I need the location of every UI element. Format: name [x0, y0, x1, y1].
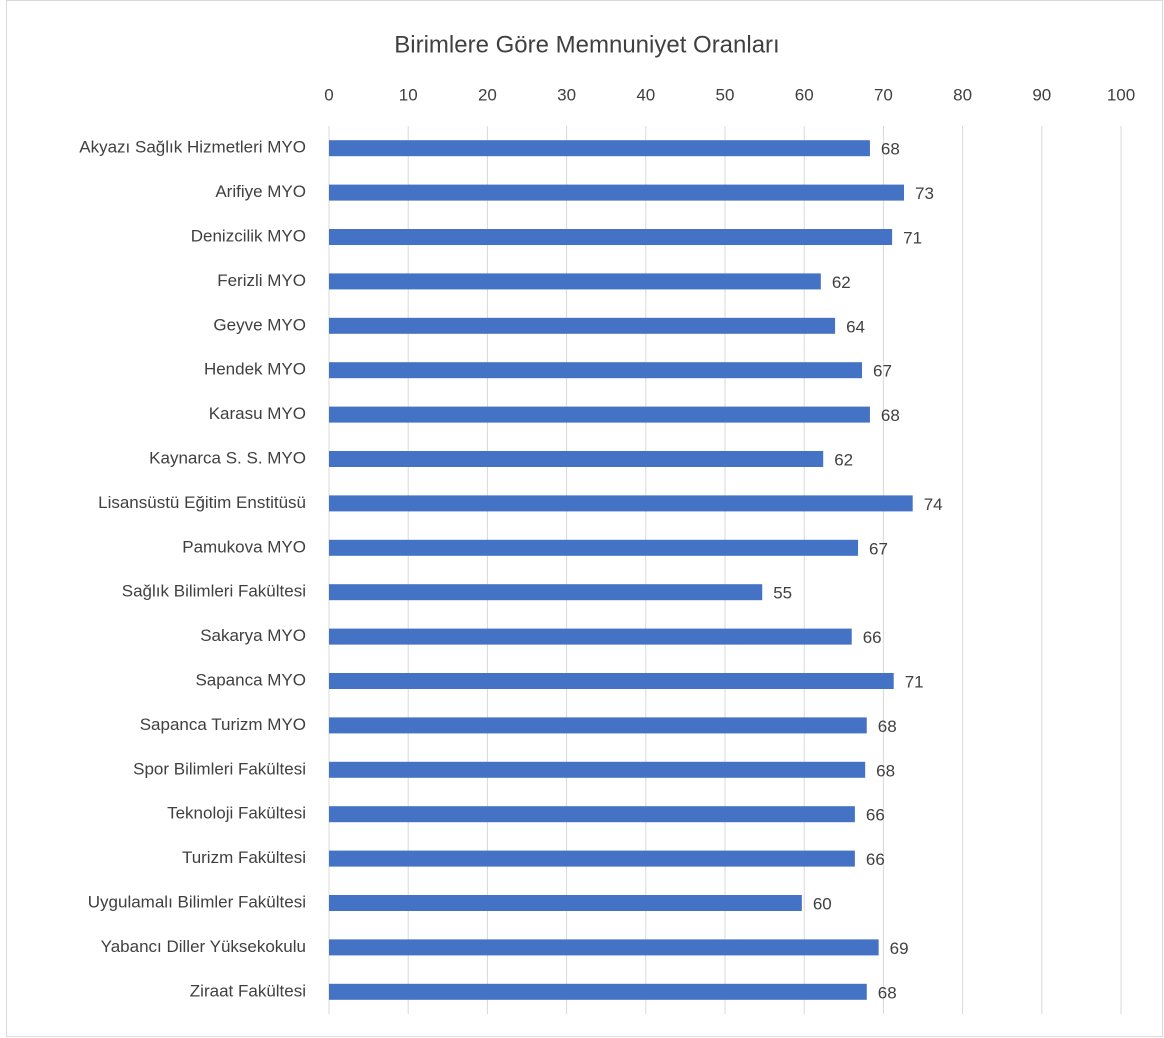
bar [329, 539, 859, 556]
y-tick-label: Karasu MYO [209, 404, 306, 423]
y-tick-label: Sakarya MYO [200, 626, 306, 645]
bar [329, 273, 821, 290]
y-tick-label: Turizm Fakültesi [182, 848, 306, 867]
y-tick-label: Ferizli MYO [217, 271, 306, 290]
y-tick-label: Denizcilik MYO [191, 226, 306, 245]
y-tick-label: Sapanca MYO [195, 670, 306, 689]
y-tick-label: Geyve MYO [213, 315, 306, 334]
y-tick-label: Kaynarca S. S. MYO [149, 448, 306, 467]
y-tick-label: Sağlık Bilimleri Fakültesi [122, 582, 306, 601]
bar [329, 584, 763, 601]
y-tick-label: Uygulamalı Bilimler Fakültesi [88, 892, 306, 911]
x-tick-label: 50 [716, 85, 735, 104]
bar [329, 983, 867, 1000]
x-tick-label: 20 [478, 85, 497, 104]
x-tick-label: 70 [874, 85, 893, 104]
y-tick-label: Arifiye MYO [215, 182, 306, 201]
data-label: 71 [905, 672, 924, 691]
y-tick-label: Lisansüstü Eğitim Enstitüsü [98, 493, 306, 512]
bar [329, 495, 913, 512]
bar [329, 317, 836, 334]
data-label: 71 [903, 228, 922, 247]
data-label: 68 [878, 983, 897, 1002]
data-label: 66 [866, 850, 885, 869]
bar [329, 806, 855, 823]
y-tick-label: Spor Bilimleri Fakültesi [133, 759, 306, 778]
chart-title: Birimlere Göre Memnuniyet Oranları [394, 31, 779, 58]
data-label: 73 [915, 184, 934, 203]
x-tick-label: 90 [1032, 85, 1051, 104]
bar [329, 850, 855, 867]
data-label: 69 [890, 939, 909, 958]
bar [329, 717, 867, 734]
data-label: 67 [869, 539, 888, 558]
data-label: 64 [846, 317, 865, 336]
data-label: 68 [881, 140, 900, 159]
x-tick-label: 0 [324, 85, 333, 104]
bar [329, 229, 893, 245]
x-tick-label: 80 [953, 85, 972, 104]
y-tick-label: Ziraat Fakültesi [190, 981, 306, 1000]
bar [329, 362, 863, 379]
bar [329, 140, 870, 157]
bar [329, 939, 879, 956]
data-label: 55 [773, 584, 792, 603]
bar [329, 895, 802, 911]
bar [329, 628, 852, 645]
x-tick-label: 60 [795, 85, 814, 104]
data-label: 74 [924, 495, 943, 514]
x-tick-label: 40 [636, 85, 655, 104]
bar [329, 184, 904, 201]
x-tick-label: 100 [1107, 85, 1135, 104]
y-tick-label: Yabancı Diller Yüksekokulu [101, 937, 306, 956]
data-label: 62 [834, 450, 853, 469]
bar [329, 406, 870, 423]
y-tick-label: Hendek MYO [204, 360, 306, 379]
data-label: 66 [863, 628, 882, 647]
y-tick-label: Sapanca Turizm MYO [140, 715, 306, 734]
y-tick-label: Akyazı Sağlık Hizmetleri MYO [79, 138, 306, 157]
bar [329, 761, 866, 778]
data-label: 68 [881, 406, 900, 425]
x-tick-label: 10 [399, 85, 418, 104]
data-label: 60 [813, 894, 832, 913]
x-tick-label: 30 [557, 85, 576, 104]
data-label: 66 [866, 806, 885, 825]
data-label: 62 [832, 273, 851, 292]
bar [329, 451, 824, 467]
data-label: 67 [873, 362, 892, 381]
bar [329, 673, 894, 689]
y-tick-label: Pamukova MYO [182, 537, 306, 556]
data-label: 68 [876, 761, 895, 780]
y-tick-label: Teknoloji Fakültesi [167, 804, 306, 823]
data-label: 68 [878, 717, 897, 736]
